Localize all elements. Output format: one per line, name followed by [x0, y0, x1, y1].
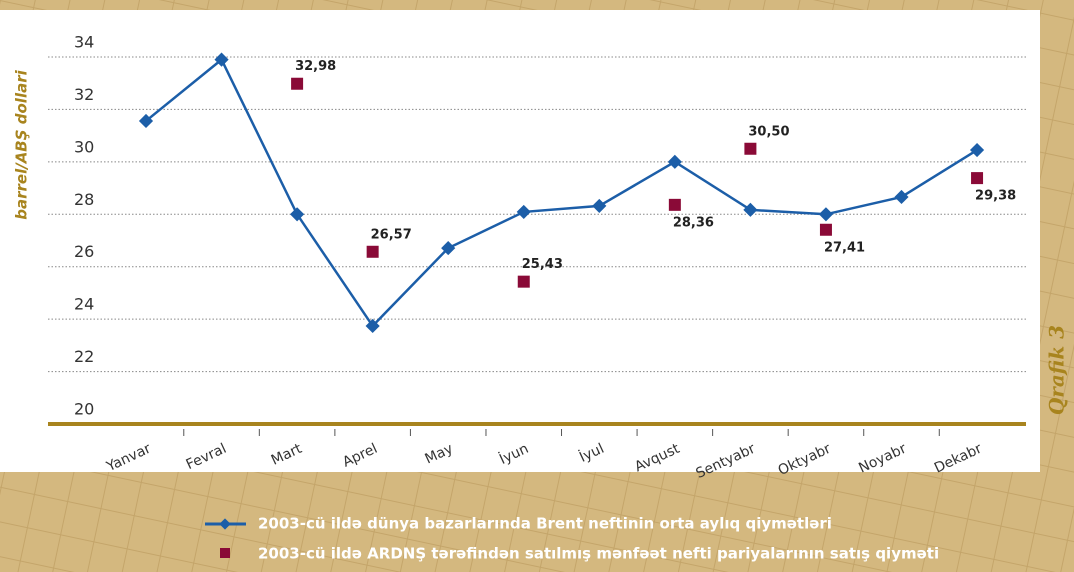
y-axis-label: barrel/ABŞ dollari	[13, 69, 31, 219]
square-marker	[744, 142, 757, 155]
plot-panel	[0, 10, 1040, 472]
square-marker	[819, 223, 832, 236]
line-marker	[290, 207, 305, 222]
y-tick-label: 30	[74, 137, 94, 156]
square-marker	[517, 275, 530, 288]
line-marker	[365, 318, 380, 334]
y-tick-label: 28	[74, 190, 94, 209]
line	[145, 57, 978, 328]
square-marker	[971, 172, 984, 185]
legend-marker	[220, 548, 230, 558]
line-marker	[894, 189, 909, 205]
data-label: 26,57	[371, 227, 412, 242]
line-marker	[818, 207, 834, 222]
line-marker	[592, 198, 607, 213]
legend-marker	[219, 518, 231, 530]
data-label: 28,36	[673, 215, 714, 230]
line-marker	[667, 154, 682, 169]
line-marker	[743, 202, 758, 217]
y-tick-label: 32	[74, 85, 94, 104]
line-marker	[441, 241, 456, 256]
y-tick-label: 22	[74, 347, 94, 366]
data-label: 27,41	[824, 240, 865, 255]
y-tick-label: 26	[74, 242, 94, 261]
y-tick-label: 34	[74, 33, 94, 52]
y-tick-label: 24	[74, 295, 94, 314]
square-marker	[366, 245, 379, 258]
legend-label: 2003-cü ildə dünya bazarlarında Brent ne…	[258, 515, 832, 533]
y-tick-label: 20	[74, 400, 94, 419]
square-marker	[668, 198, 681, 211]
data-label: 25,43	[522, 257, 563, 272]
chart-caption: Qrafik 3	[1045, 325, 1069, 415]
data-label: 32,98	[295, 59, 336, 74]
line-marker	[969, 142, 985, 158]
line-marker	[516, 204, 531, 219]
data-label: 30,50	[748, 124, 789, 139]
square-marker	[291, 77, 304, 90]
legend-label: 2003-cü ildə ARDNŞ tərəfindən satılmış m…	[258, 545, 939, 563]
data-label: 29,38	[975, 189, 1016, 204]
